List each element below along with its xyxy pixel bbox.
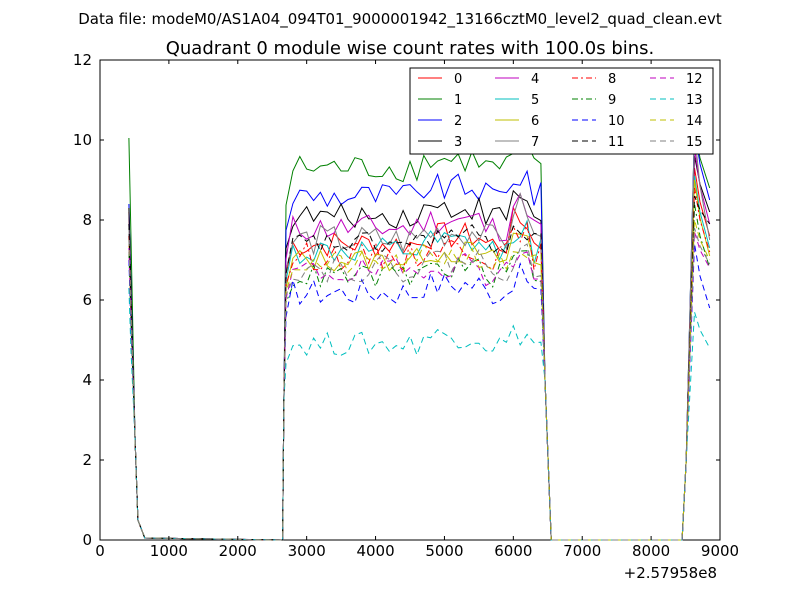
y-tick-label: 6 bbox=[82, 291, 92, 309]
series-line-12 bbox=[128, 231, 711, 541]
chart-title: Quadrant 0 module wise count rates with … bbox=[166, 38, 655, 59]
x-tick-label: 5000 bbox=[425, 542, 463, 560]
x-tick-label: 2000 bbox=[219, 542, 257, 560]
legend-label-7: 7 bbox=[531, 135, 539, 150]
x-tick-label: 3000 bbox=[288, 542, 326, 560]
legend-label-13: 13 bbox=[686, 93, 703, 108]
series-line-8 bbox=[128, 187, 711, 541]
legend-label-15: 15 bbox=[686, 135, 703, 150]
x-tick-label: 1000 bbox=[150, 542, 188, 560]
series-line-0 bbox=[128, 167, 711, 541]
series-line-2 bbox=[128, 127, 711, 541]
y-tick-label: 12 bbox=[73, 51, 92, 69]
legend-label-8: 8 bbox=[608, 72, 616, 87]
legend-label-9: 9 bbox=[608, 93, 616, 108]
x-offset-label: +2.57958e8 bbox=[624, 564, 717, 582]
series-line-10 bbox=[128, 243, 711, 541]
legend-label-3: 3 bbox=[454, 135, 462, 150]
series-line-7 bbox=[128, 131, 711, 541]
legend-box bbox=[409, 67, 714, 155]
series-line-11 bbox=[128, 195, 711, 541]
legend-label-2: 2 bbox=[454, 114, 462, 129]
series-line-3 bbox=[128, 155, 711, 541]
legend-label-5: 5 bbox=[531, 93, 539, 108]
series-layer bbox=[128, 127, 711, 541]
series-line-14 bbox=[128, 219, 711, 541]
x-tick-label: 4000 bbox=[356, 542, 394, 560]
legend-label-12: 12 bbox=[686, 72, 703, 87]
y-tick-label: 4 bbox=[82, 371, 92, 389]
legend-label-10: 10 bbox=[608, 114, 625, 129]
series-line-9 bbox=[128, 203, 711, 541]
legend-label-1: 1 bbox=[454, 93, 462, 108]
x-tick-label: 6000 bbox=[494, 542, 532, 560]
x-tick-label: 7000 bbox=[563, 542, 601, 560]
legend-label-0: 0 bbox=[454, 72, 462, 87]
series-line-13 bbox=[128, 287, 711, 541]
ticks-layer: 0 1000 2000 3000 4000 5000 6000 7000 8000 9000 0 2 4… bbox=[73, 51, 739, 560]
legend-label-6: 6 bbox=[531, 114, 539, 129]
y-tick-label: 10 bbox=[73, 131, 92, 149]
series-line-15 bbox=[128, 227, 711, 541]
legend-label-11: 11 bbox=[608, 135, 625, 150]
x-tick-label: 0 bbox=[95, 542, 105, 560]
y-tick-label: 8 bbox=[82, 211, 92, 229]
y-tick-label: 0 bbox=[82, 531, 92, 549]
series-line-4 bbox=[128, 147, 711, 541]
legend-label-4: 4 bbox=[531, 72, 539, 87]
chart-suptitle: Data file: modeM0/AS1A04_094T01_90000019… bbox=[78, 10, 722, 29]
y-tick-label: 2 bbox=[82, 451, 92, 469]
x-tick-label: 9000 bbox=[701, 542, 739, 560]
legend-label-14: 14 bbox=[686, 114, 703, 129]
x-tick-label: 8000 bbox=[632, 542, 670, 560]
